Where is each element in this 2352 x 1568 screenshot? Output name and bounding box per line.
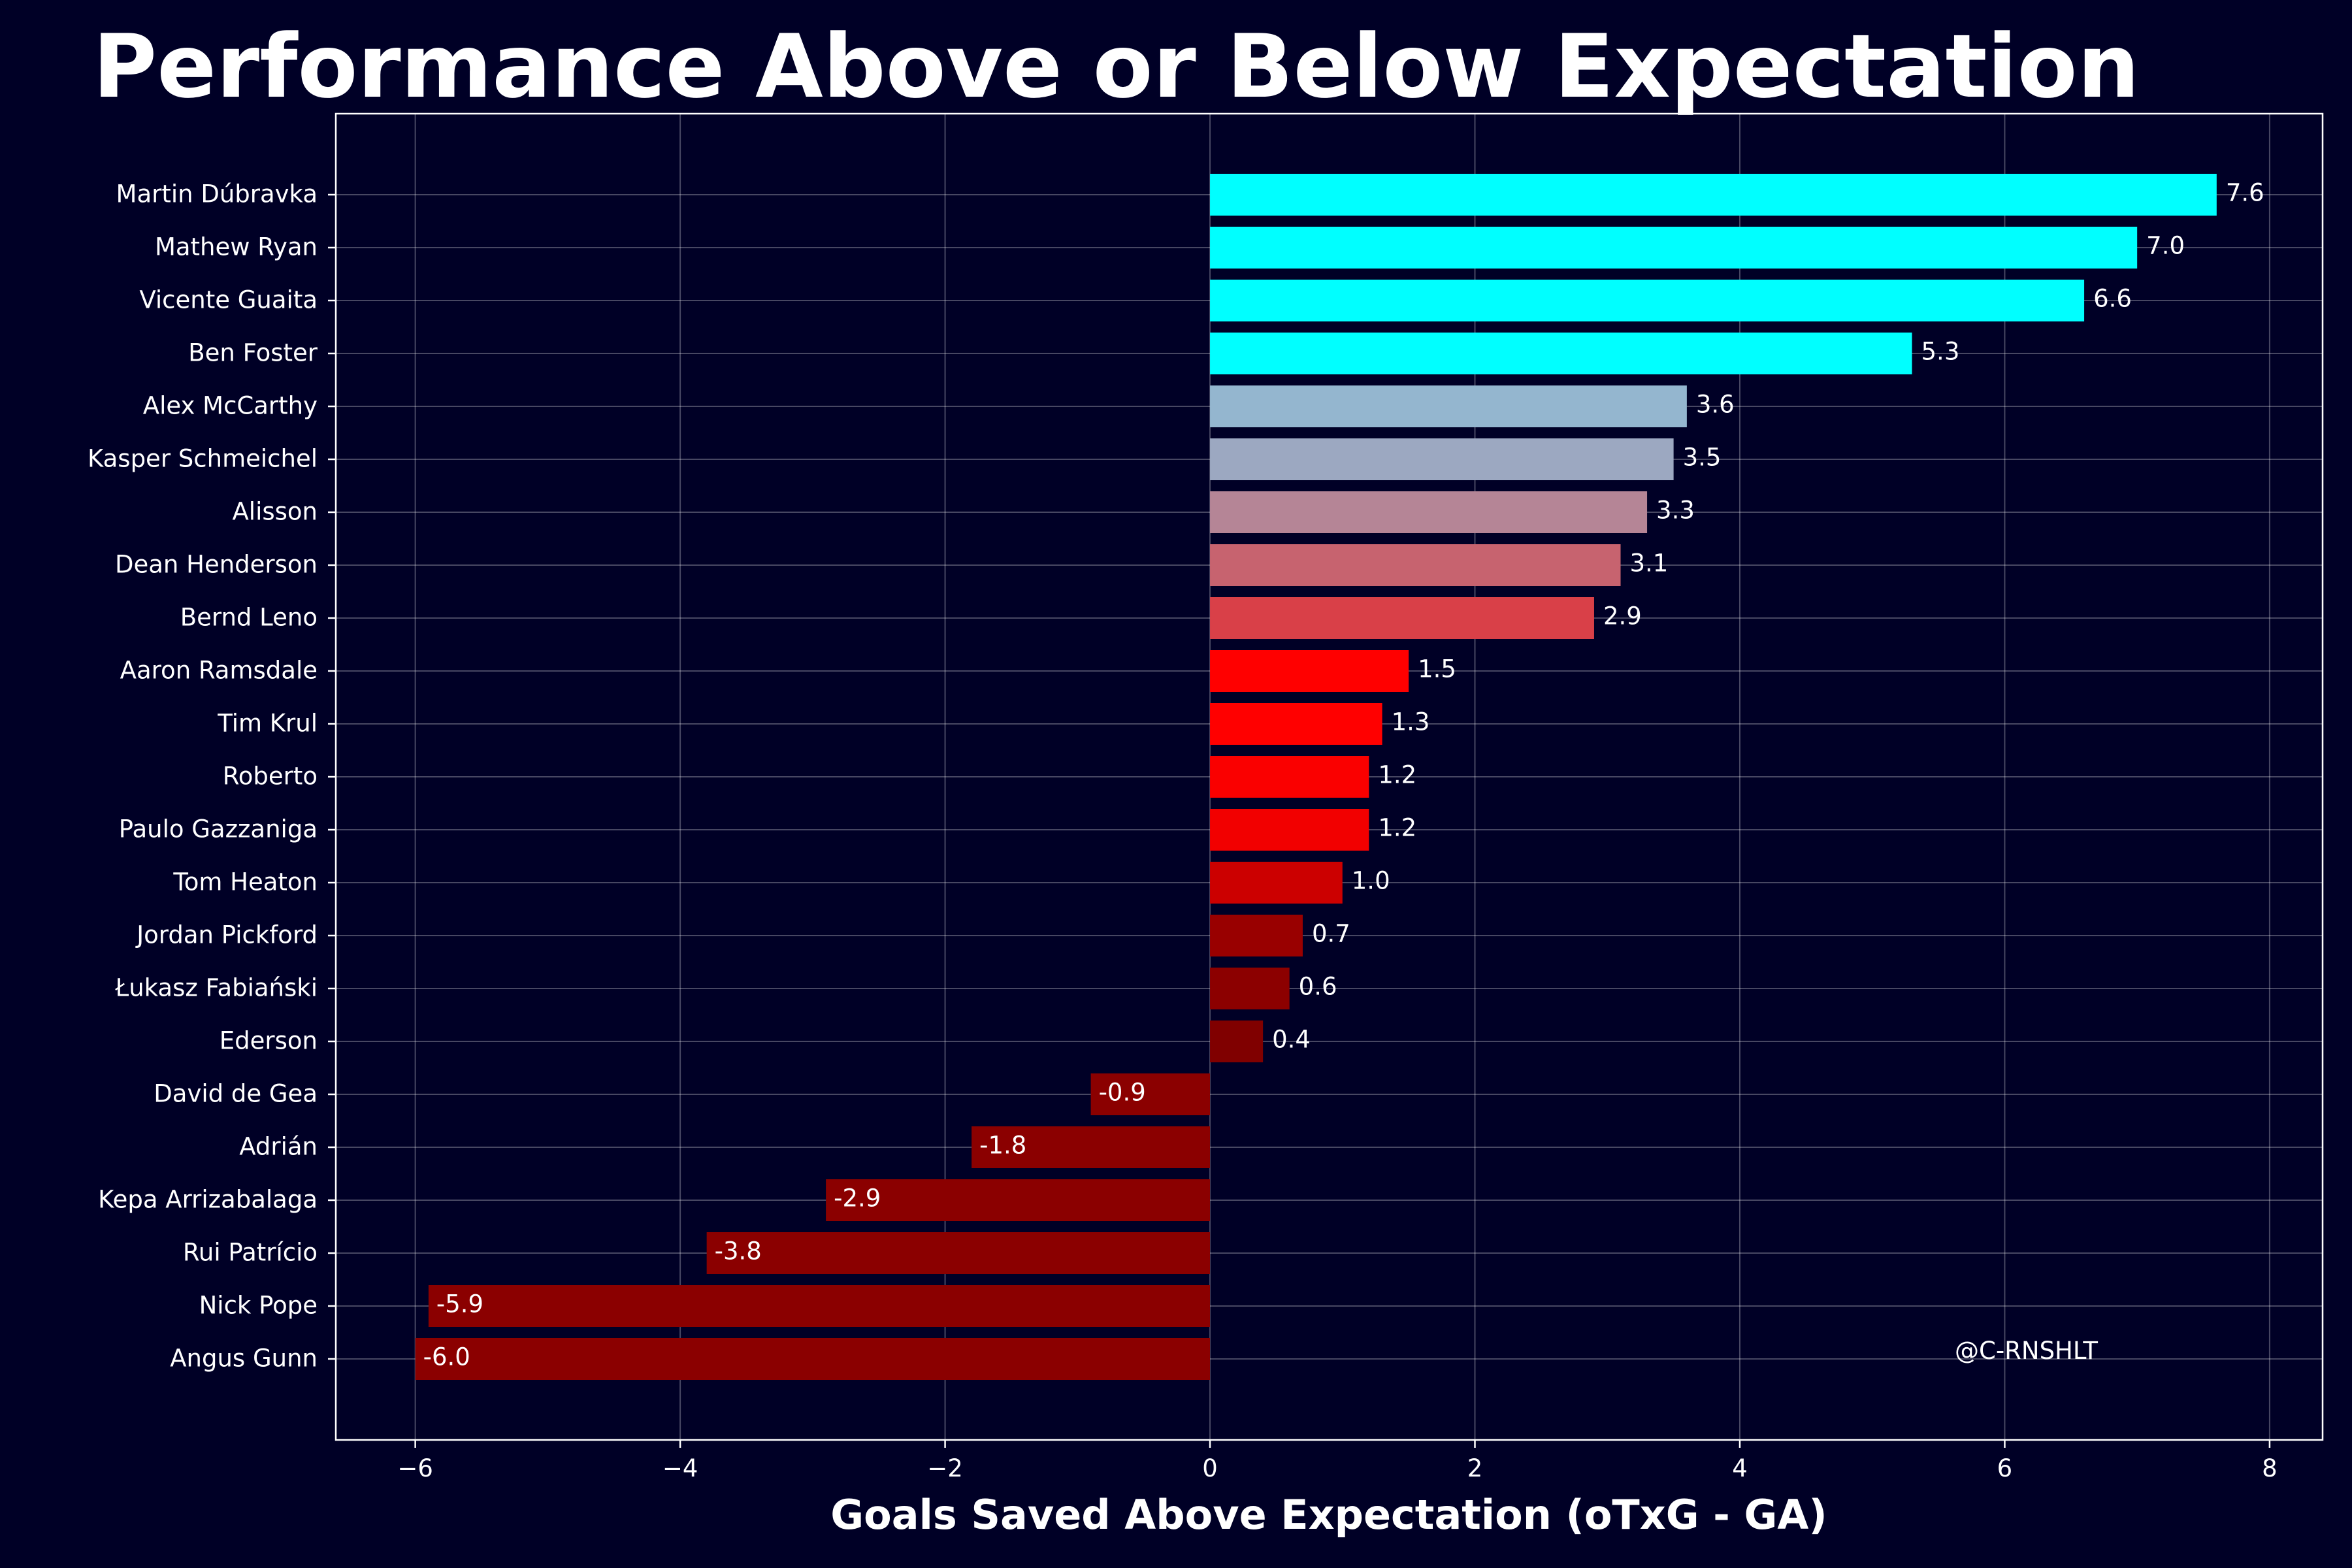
x-tick-label: 6 bbox=[1997, 1454, 2013, 1482]
x-tick-label: 8 bbox=[2262, 1454, 2278, 1482]
bar bbox=[1210, 862, 1343, 904]
bar bbox=[1210, 385, 1687, 427]
value-label: -0.9 bbox=[1099, 1079, 1146, 1107]
value-label: 0.4 bbox=[1272, 1026, 1311, 1054]
bar bbox=[1210, 756, 1369, 798]
bar bbox=[1210, 227, 2138, 269]
value-labels: 7.6 7.0 6.6 5.3 3.6 3.5 3.3 3.1 2.9 1.5 1.3 1.2 1.2 1… bbox=[423, 179, 2264, 1371]
bar bbox=[1210, 915, 1303, 956]
bars bbox=[415, 174, 2217, 1380]
bar bbox=[1210, 703, 1382, 745]
category-label: Nick Pope bbox=[199, 1292, 318, 1320]
bar bbox=[1210, 280, 2085, 321]
value-label: 1.3 bbox=[1392, 708, 1430, 736]
x-axis-label: Goals Saved Above Expectation (oTxG - GA… bbox=[830, 1491, 1827, 1539]
bar bbox=[1210, 1021, 1264, 1062]
category-label: Kasper Schmeichel bbox=[88, 445, 318, 473]
value-label: 5.3 bbox=[1921, 338, 1960, 366]
category-label: Adrián bbox=[239, 1133, 318, 1161]
category-label: Kepa Arrizabalaga bbox=[98, 1186, 318, 1214]
x-axis-ticks: −6 −4 −2 0 2 4 6 8 bbox=[397, 1440, 2278, 1482]
value-label: 1.5 bbox=[1418, 655, 1456, 683]
bar bbox=[1210, 174, 2217, 216]
x-tick-label: −4 bbox=[662, 1454, 698, 1482]
bar bbox=[1210, 968, 1290, 1009]
value-label: 0.6 bbox=[1299, 973, 1337, 1001]
x-tick-label: 4 bbox=[1732, 1454, 1748, 1482]
bar bbox=[1210, 333, 1912, 374]
value-label: 3.6 bbox=[1696, 391, 1735, 419]
category-label: Alisson bbox=[232, 498, 318, 526]
value-label: 0.7 bbox=[1312, 920, 1350, 948]
value-label: -2.9 bbox=[834, 1184, 881, 1213]
bar bbox=[1210, 544, 1621, 586]
value-label: 3.1 bbox=[1630, 549, 1669, 578]
plot-frame bbox=[335, 112, 2324, 1441]
bar bbox=[972, 1126, 1211, 1168]
bar bbox=[1210, 491, 1648, 533]
value-label: 7.6 bbox=[2226, 179, 2264, 207]
bar bbox=[415, 1338, 1211, 1380]
category-label: Ederson bbox=[220, 1027, 318, 1055]
bar bbox=[1210, 597, 1594, 639]
watermark: @C-RNSHLT bbox=[1955, 1337, 2098, 1365]
value-label: 1.2 bbox=[1378, 814, 1416, 842]
category-label: Angus Gunn bbox=[170, 1345, 318, 1373]
category-label: Mathew Ryan bbox=[155, 233, 318, 261]
value-label: -1.8 bbox=[979, 1132, 1026, 1160]
bar bbox=[1210, 438, 1674, 480]
bar bbox=[706, 1232, 1211, 1274]
bar bbox=[1090, 1073, 1211, 1115]
value-label: -3.8 bbox=[715, 1237, 762, 1266]
value-label: 1.0 bbox=[1352, 867, 1390, 895]
category-label: Ben Foster bbox=[188, 339, 318, 367]
x-tick-label: −2 bbox=[927, 1454, 963, 1482]
category-label: Bernd Leno bbox=[180, 604, 318, 632]
category-labels: Martin Dúbravka Mathew Ryan Vicente Guaita… bbox=[88, 180, 336, 1373]
category-label: Alex McCarthy bbox=[143, 392, 318, 420]
value-label: 6.6 bbox=[2093, 285, 2132, 313]
category-label: Jordan Pickford bbox=[135, 921, 318, 949]
category-label: Łukasz Fabiański bbox=[114, 974, 318, 1002]
category-label: Dean Henderson bbox=[115, 551, 318, 579]
x-tick-label: 0 bbox=[1202, 1454, 1218, 1482]
category-label: Roberto bbox=[223, 762, 318, 791]
x-tick-label: −6 bbox=[397, 1454, 433, 1482]
value-label: 1.2 bbox=[1378, 761, 1416, 789]
bar bbox=[428, 1285, 1211, 1327]
value-label: 3.3 bbox=[1656, 497, 1695, 525]
x-tick-label: 2 bbox=[1467, 1454, 1483, 1482]
bar bbox=[1210, 650, 1409, 692]
category-label: Martin Dúbravka bbox=[116, 180, 318, 208]
category-label: Tim Krul bbox=[217, 710, 318, 738]
chart-title: Performance Above or Below Expectation bbox=[93, 16, 2140, 118]
value-label: 3.5 bbox=[1683, 444, 1722, 472]
category-label: Rui Patrício bbox=[183, 1239, 318, 1267]
bar bbox=[826, 1179, 1211, 1221]
value-label: -6.0 bbox=[423, 1343, 470, 1371]
value-label: -5.9 bbox=[436, 1290, 483, 1318]
category-label: Vicente Guaita bbox=[139, 286, 318, 314]
value-label: 2.9 bbox=[1603, 602, 1642, 630]
category-label: Tom Heaton bbox=[172, 868, 318, 896]
category-label: Aaron Ramsdale bbox=[120, 657, 318, 685]
category-label: Paulo Gazzaniga bbox=[119, 815, 318, 843]
bar bbox=[1210, 809, 1369, 851]
category-label: David de Gea bbox=[154, 1080, 318, 1108]
value-label: 7.0 bbox=[2146, 232, 2185, 260]
